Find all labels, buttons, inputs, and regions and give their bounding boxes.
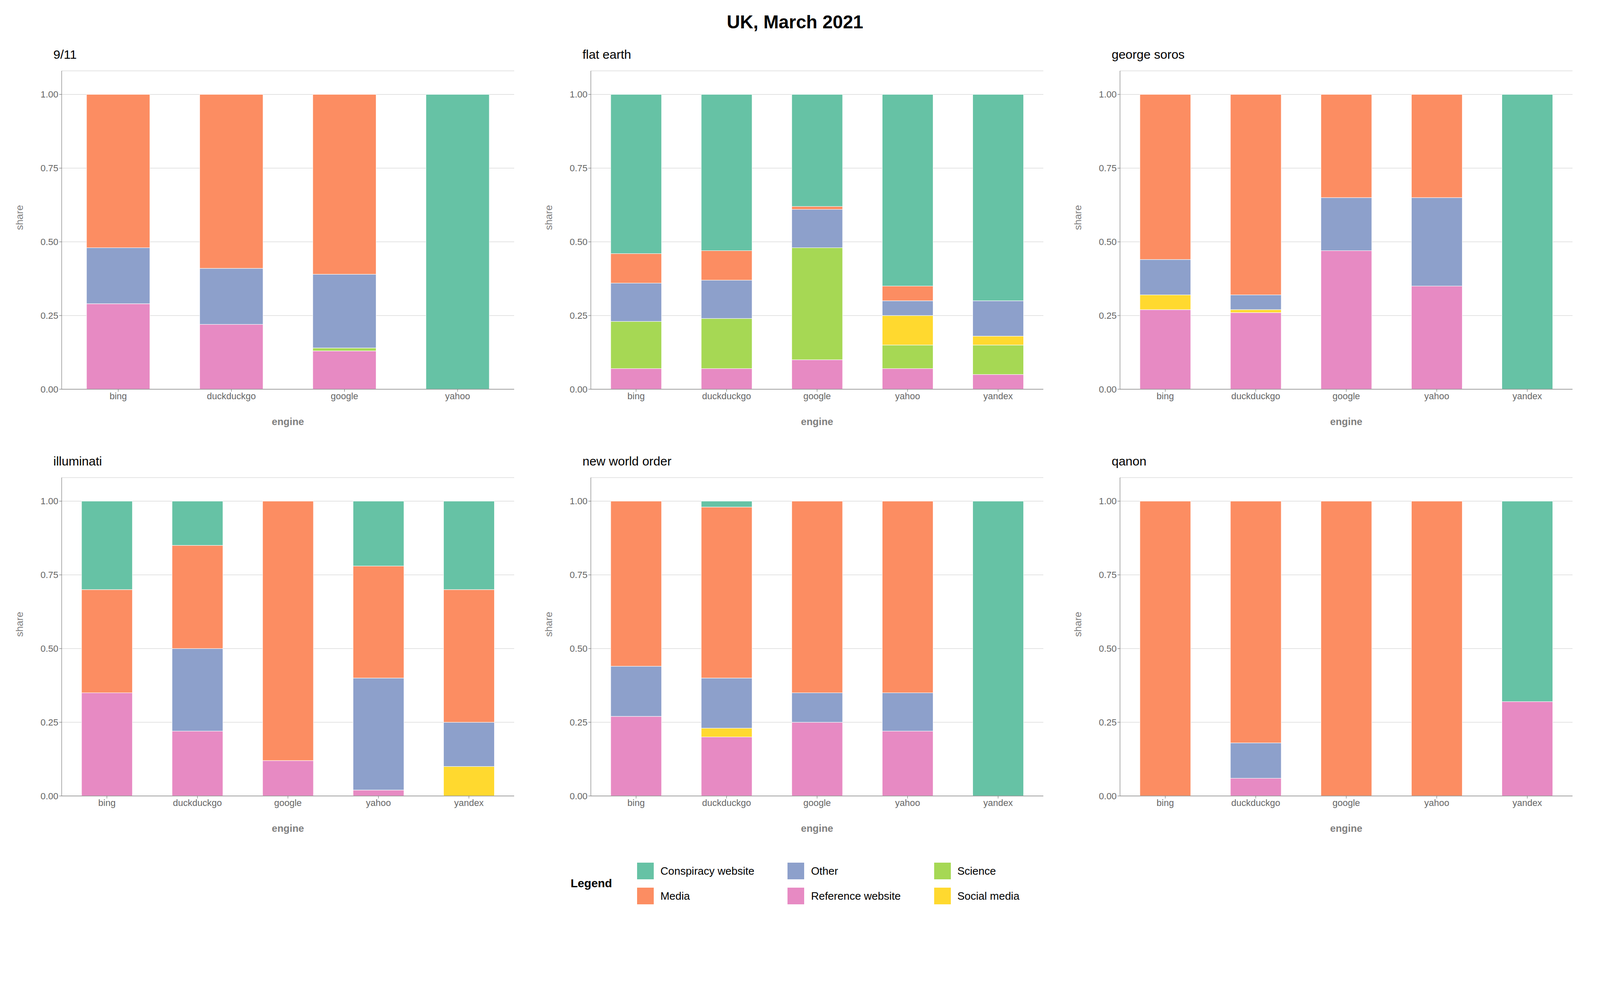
html-text:Reference website: Reference website bbox=[811, 889, 901, 902]
svg-text:0.25: 0.25 bbox=[40, 717, 59, 728]
html-text:9/11: 9/11 bbox=[53, 47, 77, 62]
svg-text:0.00: 0.00 bbox=[1098, 790, 1117, 802]
svg-text:yandex: yandex bbox=[1512, 390, 1543, 402]
html-text:Conspiracy website: Conspiracy website bbox=[660, 864, 755, 877]
svg-text:yahoo: yahoo bbox=[445, 390, 470, 402]
html-text:Social media: Social media bbox=[957, 889, 1020, 902]
svg-text:0.25: 0.25 bbox=[569, 310, 588, 321]
svg-text:yahoo: yahoo bbox=[1424, 797, 1450, 808]
svg-text:google: google bbox=[1332, 797, 1360, 808]
svg-text:engine: engine bbox=[1330, 822, 1363, 834]
svg-text:engine: engine bbox=[271, 415, 304, 428]
svg-text:0.75: 0.75 bbox=[1098, 569, 1117, 580]
svg-text:engine: engine bbox=[800, 822, 833, 834]
svg-text:google: google bbox=[330, 390, 359, 402]
svg-text:0.00: 0.00 bbox=[40, 384, 59, 395]
svg-text:share: share bbox=[1072, 205, 1084, 230]
html-text:UK, March 2021: UK, March 2021 bbox=[726, 11, 864, 33]
svg-text:duckduckgo: duckduckgo bbox=[207, 390, 256, 402]
svg-text:1.00: 1.00 bbox=[1098, 89, 1117, 100]
svg-text:0.50: 0.50 bbox=[1098, 643, 1117, 654]
svg-text:google: google bbox=[803, 390, 831, 402]
svg-text:bing: bing bbox=[627, 390, 645, 402]
svg-text:engine: engine bbox=[1330, 415, 1363, 428]
svg-text:bing: bing bbox=[1156, 390, 1175, 402]
svg-text:0.50: 0.50 bbox=[1098, 236, 1117, 248]
svg-text:1.00: 1.00 bbox=[569, 495, 588, 507]
svg-text:1.00: 1.00 bbox=[1098, 495, 1117, 507]
svg-text:yandex: yandex bbox=[1512, 797, 1543, 808]
html-text:Science: Science bbox=[957, 864, 996, 877]
svg-text:bing: bing bbox=[627, 797, 645, 808]
svg-text:yahoo: yahoo bbox=[895, 797, 920, 808]
svg-text:0.25: 0.25 bbox=[40, 310, 59, 321]
svg-text:bing: bing bbox=[98, 797, 116, 808]
svg-text:yahoo: yahoo bbox=[365, 797, 391, 808]
svg-text:google: google bbox=[803, 797, 831, 808]
svg-text:yandex: yandex bbox=[983, 797, 1013, 808]
svg-text:duckduckgo: duckduckgo bbox=[1231, 390, 1280, 402]
svg-text:0.00: 0.00 bbox=[1098, 384, 1117, 395]
html-text:flat earth: flat earth bbox=[582, 47, 632, 62]
svg-text:google: google bbox=[274, 797, 302, 808]
svg-text:0.50: 0.50 bbox=[569, 643, 588, 654]
svg-text:share: share bbox=[13, 611, 25, 637]
svg-text:0.25: 0.25 bbox=[1098, 310, 1117, 321]
svg-text:0.75: 0.75 bbox=[569, 162, 588, 174]
svg-text:0.25: 0.25 bbox=[569, 717, 588, 728]
svg-text:0.25: 0.25 bbox=[1098, 717, 1117, 728]
html-text:george soros: george soros bbox=[1111, 47, 1185, 62]
svg-text:share: share bbox=[1072, 611, 1084, 637]
svg-text:0.75: 0.75 bbox=[1098, 162, 1117, 174]
svg-text:yandex: yandex bbox=[983, 390, 1013, 402]
html-text:Legend: Legend bbox=[570, 876, 613, 890]
html-text:illuminati: illuminati bbox=[53, 454, 102, 468]
svg-text:engine: engine bbox=[800, 415, 833, 428]
svg-text:share: share bbox=[542, 611, 555, 637]
svg-text:duckduckgo: duckduckgo bbox=[702, 390, 751, 402]
svg-text:1.00: 1.00 bbox=[40, 495, 59, 507]
svg-text:0.50: 0.50 bbox=[40, 643, 59, 654]
svg-text:0.50: 0.50 bbox=[40, 236, 59, 248]
svg-text:0.00: 0.00 bbox=[569, 790, 588, 802]
svg-text:duckduckgo: duckduckgo bbox=[1231, 797, 1280, 808]
svg-text:bing: bing bbox=[1156, 797, 1175, 808]
svg-text:1.00: 1.00 bbox=[569, 89, 588, 100]
html-text:Other: Other bbox=[811, 864, 839, 877]
svg-text:share: share bbox=[13, 205, 25, 230]
svg-text:0.75: 0.75 bbox=[569, 569, 588, 580]
svg-text:google: google bbox=[1332, 390, 1360, 402]
svg-text:0.00: 0.00 bbox=[40, 790, 59, 802]
svg-text:0.75: 0.75 bbox=[40, 162, 59, 174]
html-text:new world order: new world order bbox=[582, 454, 672, 468]
svg-text:0.00: 0.00 bbox=[569, 384, 588, 395]
svg-text:0.50: 0.50 bbox=[569, 236, 588, 248]
svg-text:0.75: 0.75 bbox=[40, 569, 59, 580]
html-text:qanon: qanon bbox=[1111, 454, 1147, 468]
svg-text:yahoo: yahoo bbox=[895, 390, 920, 402]
svg-text:yahoo: yahoo bbox=[1424, 390, 1450, 402]
svg-text:yandex: yandex bbox=[454, 797, 484, 808]
svg-text:bing: bing bbox=[109, 390, 128, 402]
svg-text:1.00: 1.00 bbox=[40, 89, 59, 100]
html-text:Media: Media bbox=[660, 889, 690, 902]
svg-text:engine: engine bbox=[271, 822, 304, 834]
svg-text:share: share bbox=[542, 205, 555, 230]
svg-text:duckduckgo: duckduckgo bbox=[702, 797, 751, 808]
svg-text:duckduckgo: duckduckgo bbox=[172, 797, 222, 808]
